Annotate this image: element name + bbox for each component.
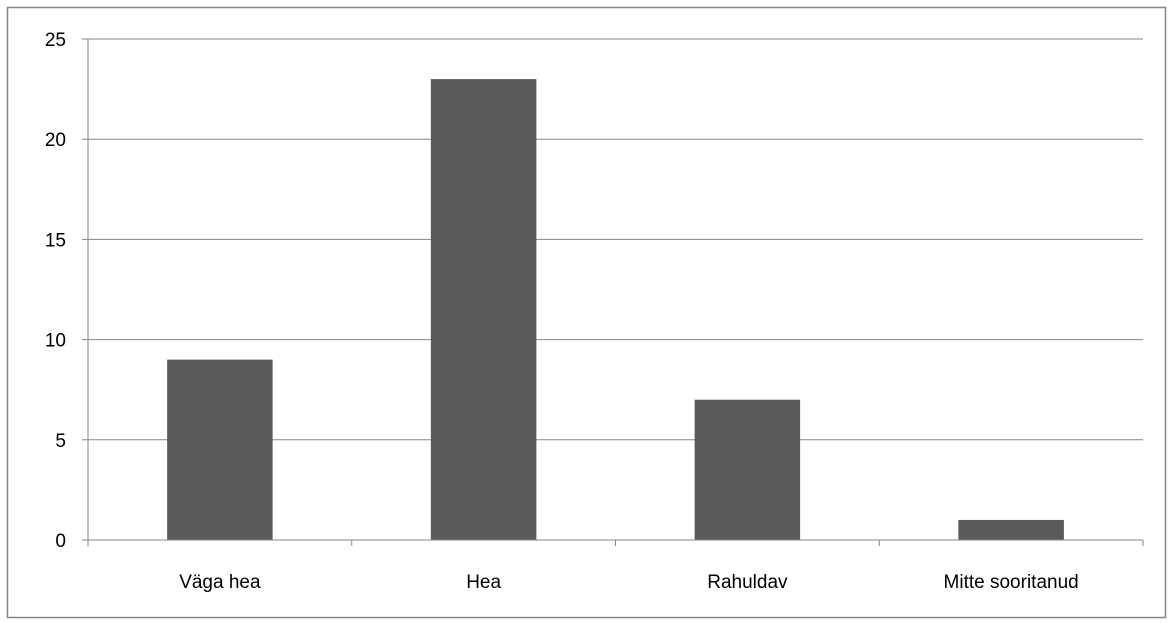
x-category-label: Hea	[466, 572, 501, 593]
y-tick-label: 5	[55, 431, 66, 452]
bar	[167, 359, 273, 540]
y-tick-label: 0	[55, 531, 66, 552]
bar	[958, 519, 1064, 540]
bar	[694, 399, 801, 540]
y-tick-label: 25	[45, 30, 66, 51]
x-category-label: Rahuldav	[707, 572, 788, 593]
bars	[167, 79, 1064, 540]
y-tick-label: 10	[45, 331, 66, 352]
y-tick-label: 20	[45, 130, 66, 151]
bar	[430, 79, 537, 540]
x-axis-ticks: Väga hea Hea Rahuldav Mitte sooritanud	[87, 540, 1144, 593]
x-category-label: Mitte sooritanud	[944, 572, 1079, 593]
y-axis-ticks: 0 5 10 15 20 25	[45, 30, 88, 552]
x-category-label: Väga hea	[179, 572, 261, 593]
y-tick-label: 15	[45, 230, 66, 251]
